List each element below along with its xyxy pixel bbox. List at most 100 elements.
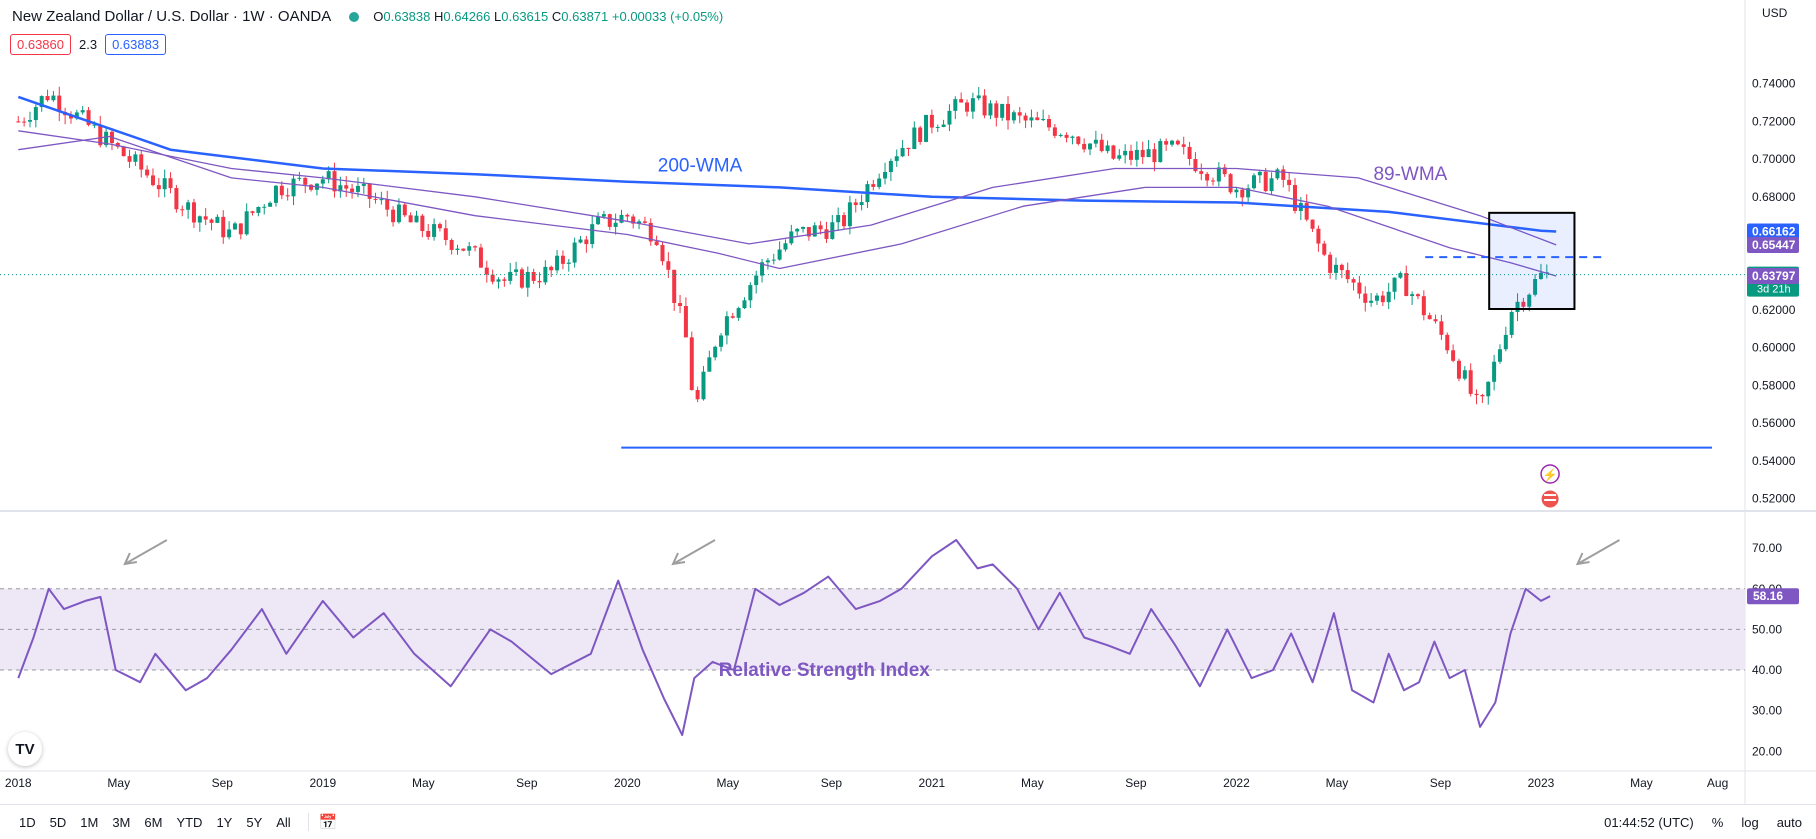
symbol-title[interactable]: New Zealand Dollar / U.S. Dollar · 1W · … bbox=[12, 8, 332, 25]
candle-up bbox=[273, 185, 278, 203]
range-button-5d[interactable]: 5D bbox=[49, 814, 67, 830]
candle-up bbox=[894, 156, 899, 161]
candle-down bbox=[730, 316, 735, 318]
candle-down bbox=[853, 202, 858, 206]
candle-up bbox=[742, 300, 747, 309]
candle-down bbox=[537, 280, 542, 283]
candle-up bbox=[92, 124, 97, 126]
tradingview-logo-icon[interactable]: TV bbox=[8, 732, 42, 766]
moving-average-line bbox=[18, 135, 1557, 277]
candle-down bbox=[648, 222, 653, 242]
auto-toggle[interactable]: auto bbox=[1776, 814, 1802, 830]
range-button-1y[interactable]: 1Y bbox=[216, 814, 233, 830]
range-button-1d[interactable]: 1D bbox=[19, 814, 36, 830]
range-button-5y[interactable]: 5Y bbox=[246, 814, 263, 830]
candle-down bbox=[1357, 282, 1362, 294]
candle-down bbox=[139, 154, 144, 170]
percent-toggle[interactable]: % bbox=[1711, 814, 1724, 830]
range-button-ytd[interactable]: YTD bbox=[176, 814, 203, 830]
arrow-head bbox=[1575, 552, 1590, 566]
price-tag-label: 0.63797 bbox=[1752, 269, 1796, 283]
candle-up bbox=[51, 95, 56, 101]
candle-up bbox=[262, 206, 267, 208]
candle-down bbox=[1468, 370, 1473, 394]
candle-down bbox=[150, 175, 155, 186]
time-axis-label: 2020 bbox=[614, 776, 641, 790]
candle-down bbox=[625, 214, 630, 217]
candle-up bbox=[197, 216, 202, 223]
flag-stripe bbox=[1544, 494, 1557, 496]
time-axis-label: 2019 bbox=[309, 776, 336, 790]
toolbar-divider bbox=[307, 813, 309, 831]
sell-price-button[interactable]: 0.63860 bbox=[10, 34, 71, 55]
candle-up bbox=[924, 114, 929, 142]
log-toggle[interactable]: log bbox=[1741, 814, 1759, 830]
time-axis-label: Sep bbox=[1430, 776, 1452, 790]
candle-down bbox=[68, 115, 73, 119]
candle-down bbox=[1292, 185, 1297, 211]
candle-up bbox=[1058, 134, 1063, 136]
candle-up bbox=[590, 224, 595, 245]
range-button-3m[interactable]: 3M bbox=[112, 814, 131, 830]
candle-down bbox=[607, 214, 612, 227]
candle-up bbox=[877, 178, 882, 187]
candle-up bbox=[74, 112, 79, 119]
candle-down bbox=[22, 121, 27, 123]
candle-down bbox=[965, 102, 970, 112]
range-button-6m[interactable]: 6M bbox=[144, 814, 163, 830]
candle-up bbox=[379, 199, 384, 201]
candle-down bbox=[695, 390, 700, 400]
candle-down bbox=[1064, 134, 1069, 138]
candle-down bbox=[1082, 143, 1087, 150]
candle-up bbox=[525, 271, 530, 288]
candle-up bbox=[467, 246, 472, 251]
clock-time[interactable]: 01:44:52 (UTC) bbox=[1604, 814, 1694, 830]
candle-down bbox=[1339, 264, 1344, 271]
rsi-value-tag bbox=[1747, 588, 1799, 605]
candle-up bbox=[601, 214, 606, 217]
candle-down bbox=[1480, 394, 1485, 397]
candle-down bbox=[660, 245, 665, 262]
candle-down bbox=[279, 185, 284, 196]
open-value: 0.63838 bbox=[383, 9, 431, 24]
chart-header: New Zealand Dollar / U.S. Dollar · 1W · … bbox=[12, 8, 723, 25]
candle-down bbox=[1240, 189, 1245, 198]
candle-up bbox=[432, 224, 437, 237]
chart-svg[interactable]: 0.740000.720000.700000.680000.660000.640… bbox=[0, 0, 1816, 804]
candle-down bbox=[402, 204, 407, 216]
candle-up bbox=[859, 202, 864, 206]
candle-up bbox=[935, 126, 940, 128]
range-button-1m[interactable]: 1M bbox=[80, 814, 99, 830]
price-axis-label: 0.58000 bbox=[1752, 378, 1796, 392]
candle-down bbox=[560, 255, 565, 264]
candle-up bbox=[104, 131, 109, 146]
candle-up bbox=[777, 249, 782, 260]
candle-down bbox=[303, 177, 308, 185]
buy-price-button[interactable]: 0.63883 bbox=[105, 34, 167, 55]
candle-up bbox=[1515, 301, 1520, 313]
candle-up bbox=[1275, 169, 1280, 179]
candle-up bbox=[162, 178, 167, 190]
highlight-box bbox=[1488, 211, 1576, 311]
candle-down bbox=[1380, 295, 1385, 303]
candle-down bbox=[994, 103, 999, 118]
price-axis-label: 0.54000 bbox=[1752, 454, 1796, 468]
date-range-icon[interactable]: 📅 bbox=[318, 814, 338, 831]
candle-up bbox=[970, 98, 975, 112]
currency-label[interactable]: USD bbox=[1762, 6, 1788, 20]
price-axis-label: 0.52000 bbox=[1752, 492, 1796, 506]
candle-down bbox=[1404, 273, 1409, 297]
candle-up bbox=[1503, 334, 1508, 350]
candle-down bbox=[174, 188, 179, 210]
candle-down bbox=[490, 274, 495, 282]
candle-down bbox=[156, 185, 161, 190]
arrow-head bbox=[671, 552, 686, 566]
candle-down bbox=[1456, 360, 1461, 379]
candle-down bbox=[1363, 293, 1368, 303]
candle-up bbox=[320, 179, 325, 184]
range-button-all[interactable]: All bbox=[276, 814, 291, 830]
rsi-axis-label: 30.00 bbox=[1752, 704, 1782, 718]
time-axis-label: Sep bbox=[212, 776, 234, 790]
candle-down bbox=[631, 216, 636, 224]
candle-down bbox=[1474, 393, 1479, 395]
